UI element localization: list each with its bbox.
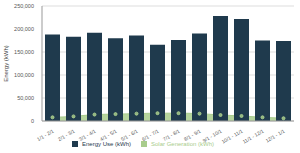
svg-text:3/1 - 4/1: 3/1 - 4/1 [78, 128, 97, 142]
svg-text:Energy (kWh): Energy (kWh) [8, 45, 9, 82]
svg-text:0: 0 [31, 118, 34, 124]
svg-text:4/1 - 5/1: 4/1 - 5/1 [99, 128, 118, 142]
html-text:Energy Use (kWh): Energy Use (kWh) [82, 141, 131, 147]
svg-text:10/1 - 11/1: 10/1 - 11/1 [220, 128, 244, 145]
svg-text:250,000: 250,000 [14, 3, 34, 9]
svg-text:2/1 - 3/1: 2/1 - 3/1 [57, 128, 76, 142]
svg-text:50,000: 50,000 [17, 95, 34, 101]
svg-text:6/1 - 7/1: 6/1 - 7/1 [141, 128, 160, 142]
svg-text:9/1 - 10/1: 9/1 - 10/1 [201, 128, 222, 144]
svg-text:8/1 - 9/1: 8/1 - 9/1 [183, 128, 202, 142]
svg-text:100,000: 100,000 [14, 72, 34, 78]
html-text:Solar Generation (kWh): Solar Generation (kWh) [151, 141, 214, 147]
svg-text:11/1 - 12/1: 11/1 - 12/1 [241, 128, 265, 145]
svg-text:200,000: 200,000 [14, 26, 34, 32]
svg-text:7/1 - 8/1: 7/1 - 8/1 [162, 128, 181, 142]
svg-text:5/1 - 6/1: 5/1 - 6/1 [120, 128, 139, 142]
svg-text:12/1 - 1/1: 12/1 - 1/1 [264, 128, 285, 144]
svg-text:1/1 - 2/1: 1/1 - 2/1 [36, 128, 55, 142]
svg-text:150,000: 150,000 [14, 49, 34, 55]
